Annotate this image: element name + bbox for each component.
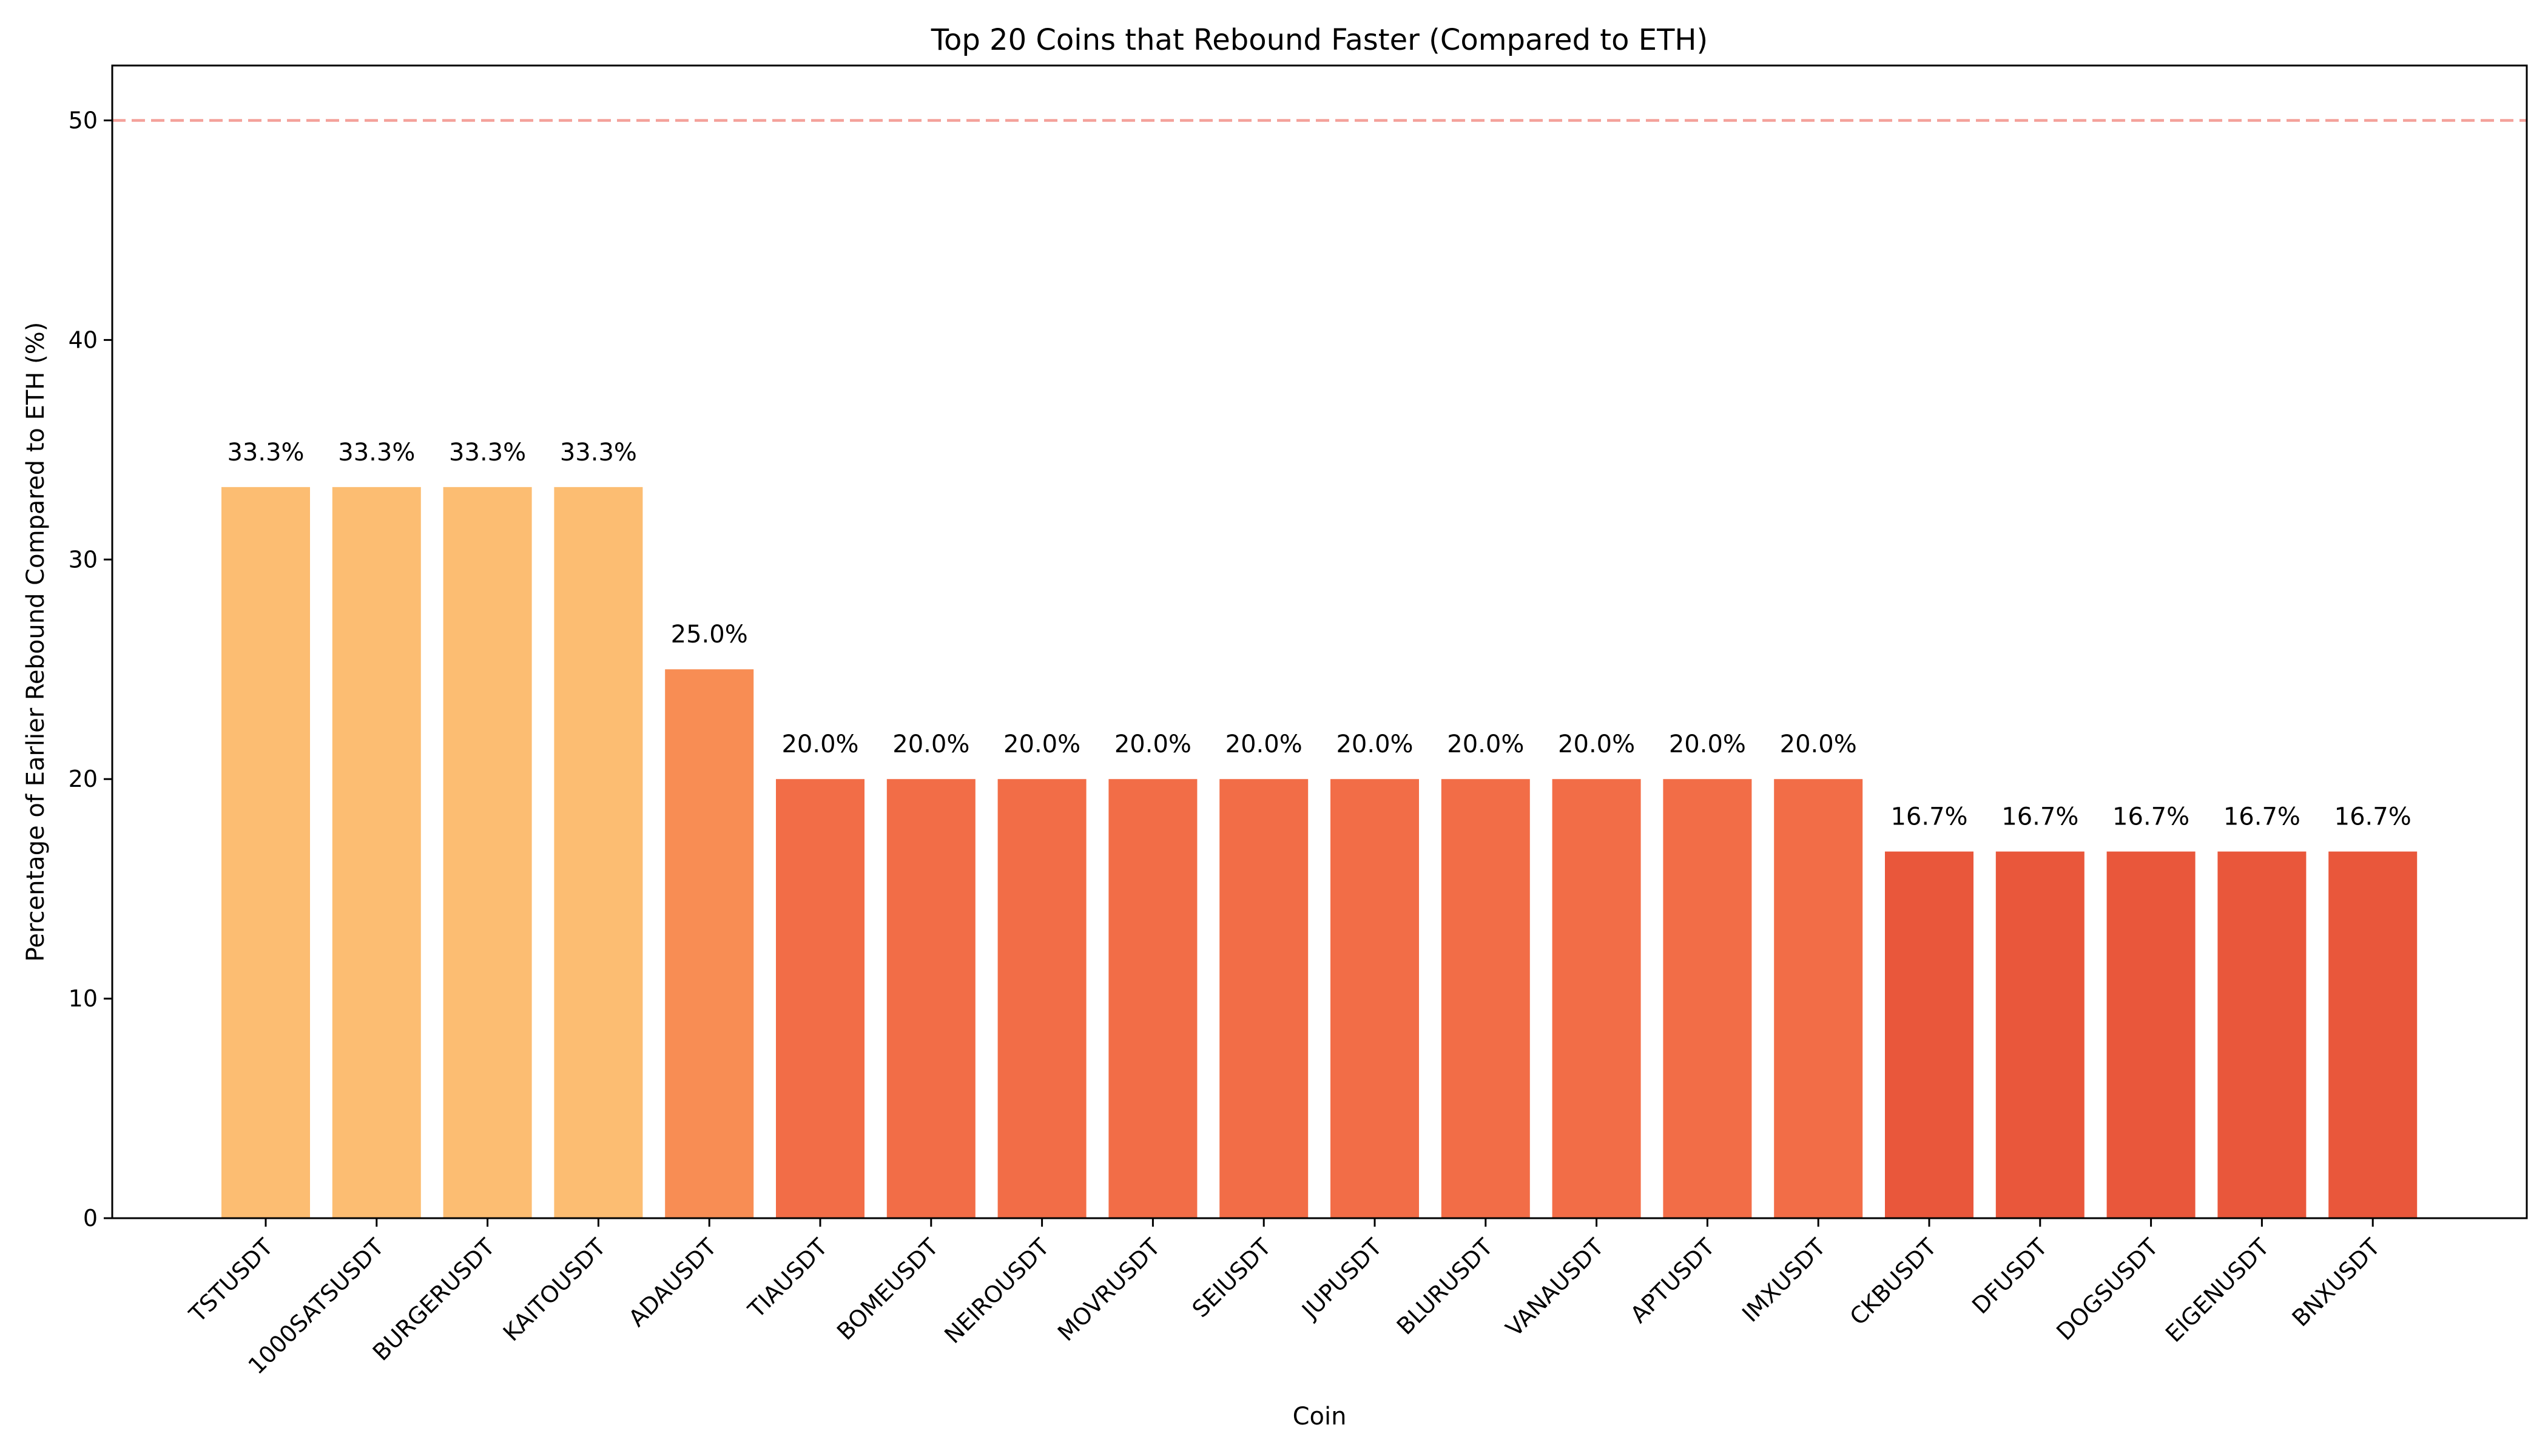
x-tick-label: CKBUSDT [1845,1233,1942,1330]
y-tick-label: 10 [69,985,98,1012]
data-label: 20.0% [1114,730,1191,758]
plot-frame [111,64,2528,1219]
bar [554,487,643,1218]
data-label: 33.3% [338,439,415,467]
x-tick-label: ADAUSDT [624,1233,722,1332]
x-axis-label: Coin [1293,1403,1347,1431]
x-tick-label: SEIUSDT [1187,1233,1276,1323]
data-label: 16.7% [1890,803,1967,831]
data-label: 20.0% [1225,730,1303,758]
bar [776,779,864,1218]
x-tick-label: KAITOUSDT [498,1233,612,1347]
bar [1441,779,1530,1218]
data-label: 20.0% [1447,730,1524,758]
bar [1885,851,1973,1218]
x-tick-label: BNXUSDT [2287,1233,2385,1332]
bar [2217,851,2307,1218]
x-tick-label: VANAUSDT [1500,1233,1609,1342]
data-label: 16.7% [2112,803,2189,831]
data-label: 16.7% [2001,803,2078,831]
bar [1663,779,1752,1218]
data-label: 16.7% [2223,803,2300,831]
x-tick-label: BOMEUSDT [832,1233,944,1346]
chart-title: Top 20 Coins that Rebound Faster (Compar… [931,23,1708,57]
x-tick-label: APTUSDT [1625,1233,1720,1328]
bar [443,487,532,1218]
x-tick-label: DFUSDT [1967,1233,2053,1320]
data-label: 20.0% [1003,730,1080,758]
x-tick-label: MOVRUSDT [1053,1233,1165,1346]
data-label: 33.3% [227,439,304,467]
bar [1774,779,1863,1218]
bar [221,487,310,1218]
y-tick-label: 20 [69,766,98,792]
y-tick-label: 40 [69,326,98,353]
bar [1995,851,2085,1218]
bar [2106,851,2196,1218]
bar [332,487,421,1218]
bar [886,779,976,1218]
data-label: 20.0% [1780,730,1857,758]
y-axis-label: Percentage of Earlier Rebound Compared t… [22,322,50,962]
x-tick-label: BLURUSDT [1392,1233,1498,1340]
y-tick-label: 50 [69,107,98,133]
bar [2328,851,2418,1218]
bar [665,669,754,1218]
data-label: 25.0% [671,621,748,649]
x-tick-label: NEIROUSDT [939,1233,1054,1349]
data-label: 20.0% [892,730,969,758]
bar [997,779,1087,1218]
data-label: 16.7% [2334,803,2412,831]
data-label: 20.0% [1336,730,1413,758]
bar [1552,779,1641,1218]
y-tick-label: 30 [69,546,98,573]
data-label: 20.0% [1669,730,1746,758]
data-label: 33.3% [560,439,637,467]
x-tick-label: JUPUSDT [1296,1233,1387,1325]
bar [1330,779,1419,1218]
data-label: 20.0% [781,730,858,758]
x-tick-label: EIGENUSDT [2160,1233,2274,1347]
x-tick-label: IMXUSDT [1737,1233,1831,1327]
x-tick-label: DOGSUSDT [2051,1233,2163,1346]
data-label: 33.3% [449,439,526,467]
y-tick-label: 0 [83,1205,98,1232]
bar [1108,779,1198,1218]
bar [1219,779,1309,1218]
x-tick-label: TIAUSDT [743,1233,833,1324]
data-label: 20.0% [1558,730,1635,758]
x-tick-label: TSTUSDT [184,1233,278,1328]
